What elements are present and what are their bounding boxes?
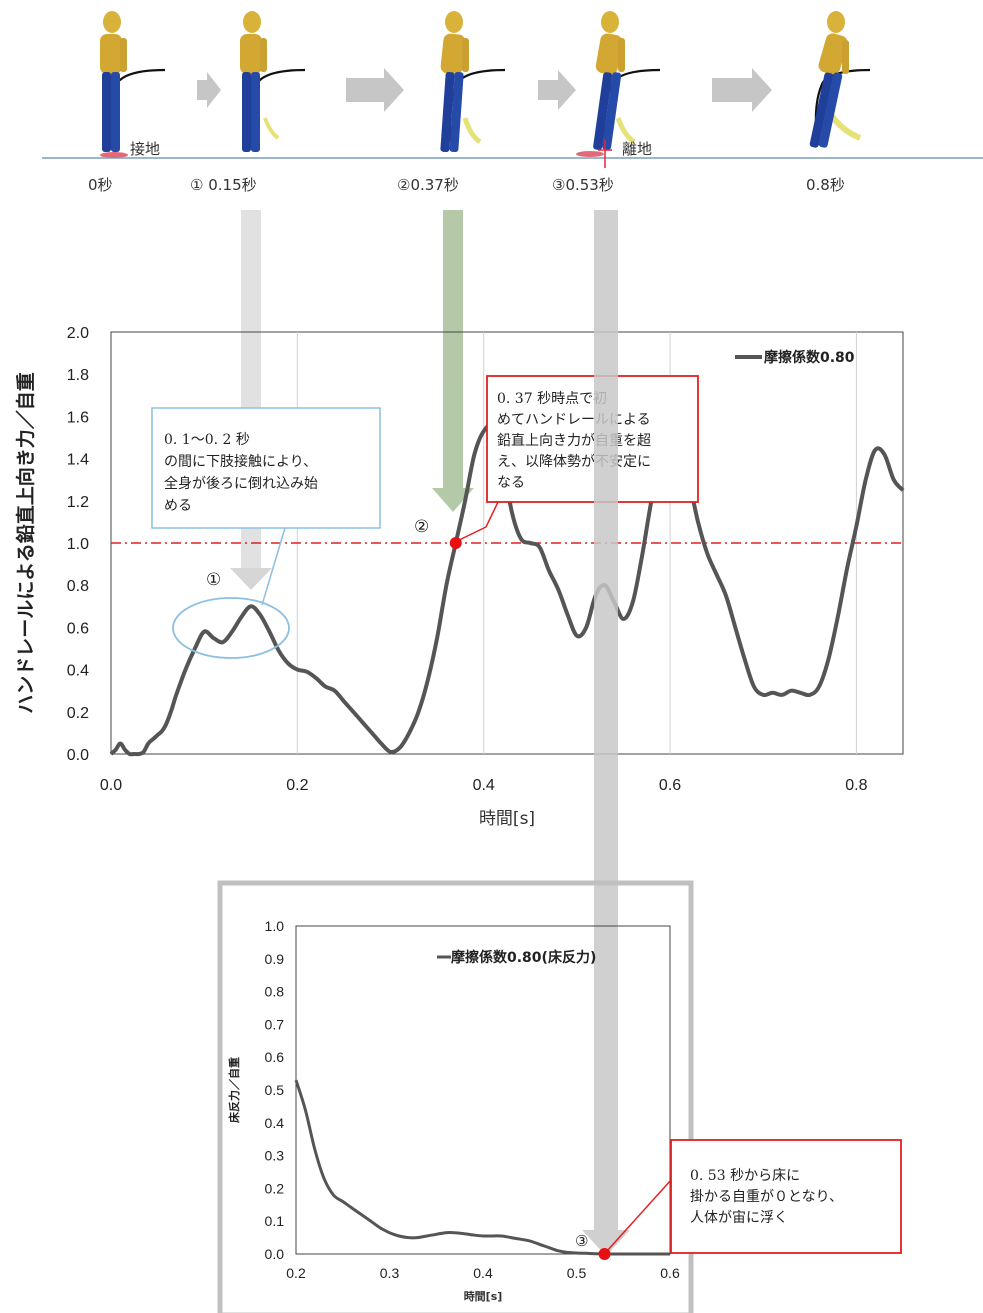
annotation-2: 0. 37 秒時点で初めてハンドレールによる鉛直上向き力が自重を超え、以降体勢が… — [414, 375, 699, 549]
inset-y-tick-label: 0.6 — [265, 1049, 285, 1065]
main-y-ticks: 0.0 0.2 0.4 0.6 0.8 1.0 1.2 1.4 1.6 1.8 2.0 — [67, 325, 89, 764]
posture-figure-053s — [576, 11, 661, 168]
inset-x-tick-label: 0.4 — [473, 1265, 493, 1281]
annotation-1: 0. 1～0. 2 秒の間に下肢接触により、全身が後ろに倒れ込み始める ① — [151, 407, 381, 659]
marker-1-label: ① — [206, 570, 221, 590]
inset-y-tick-label: 0.9 — [265, 951, 285, 967]
inset-y-tick-label: 0.1 — [265, 1213, 285, 1229]
stage-label-1: ① 0.15秒 — [190, 176, 257, 194]
main-legend: 摩擦係数0.80 — [735, 349, 855, 366]
inset-x-tick-label: 0.5 — [567, 1265, 587, 1281]
inset-outer-frame — [217, 880, 694, 1313]
posture-figure-015s — [240, 11, 306, 152]
marker-3-label: ③ — [575, 1232, 588, 1250]
inset-y-axis-label: 床反力／自重 — [227, 1057, 241, 1123]
stage-label-2: ②0.37秒 — [397, 176, 459, 194]
inset-x-ticks: 0.2 0.3 0.4 0.5 0.6 — [286, 1265, 680, 1281]
inset-legend-label: 摩擦係数0.80(床反力) — [451, 949, 596, 966]
main-y-tick-label: 2.0 — [67, 325, 89, 342]
series-line-friction-080 — [109, 423, 905, 757]
arrow-right-icon — [538, 70, 576, 110]
inset-y-ticks: 0.0 0.1 0.2 0.3 0.4 0.5 0.6 0.7 0.8 0.9 1.0 — [265, 918, 285, 1262]
inset-x-axis-label: 時間[s] — [464, 1289, 503, 1303]
main-y-tick-label: 0.4 — [67, 663, 89, 680]
arrow-right-icon — [197, 72, 221, 108]
main-y-tick-label: 1.0 — [67, 536, 89, 553]
posture-figure-037s — [440, 11, 506, 153]
main-y-axis-label: ハンドレールによる鉛直上向き力／自重 — [14, 372, 37, 713]
inset-y-tick-label: 0.5 — [265, 1082, 285, 1098]
series-line-floor-reaction — [294, 1079, 670, 1256]
main-y-tick-label: 1.8 — [67, 367, 89, 384]
inset-y-tick-label: 0.3 — [265, 1148, 285, 1164]
inset-x-tick-label: 0.3 — [380, 1265, 400, 1281]
release-label: 離地 — [622, 140, 652, 158]
main-x-tick-label: 0.6 — [659, 777, 681, 794]
pointer-arrows — [230, 210, 474, 590]
inset-y-tick-label: 0.4 — [265, 1115, 285, 1131]
inset-y-tick-label: 0.8 — [265, 984, 285, 1000]
posture-figure-0s — [100, 11, 166, 158]
marker-2-label: ② — [414, 517, 429, 537]
sequence-arrows — [197, 68, 772, 112]
annotation-2-box — [486, 375, 699, 503]
marker-3-point — [598, 1248, 611, 1260]
inset-plot-frame — [295, 925, 671, 1255]
pointer-arrow-1 — [230, 210, 272, 590]
pointer-arrow-3 — [582, 210, 630, 1256]
main-y-tick-label: 0.2 — [67, 705, 89, 722]
main-legend-label: 摩擦係数0.80 — [764, 349, 855, 366]
main-y-tick-label: 0.0 — [67, 747, 89, 764]
inset-y-tick-label: 0.0 — [265, 1246, 285, 1262]
stage-label-3: ③0.53秒 — [552, 176, 614, 194]
main-x-tick-label: 0.2 — [286, 777, 308, 794]
inset-chart: 0.0 0.1 0.2 0.3 0.4 0.5 0.6 0.7 0.8 0.9 1.0 0.2 0.3… — [217, 880, 902, 1313]
annotation-1-box — [151, 407, 381, 529]
main-x-tick-label: 0.0 — [100, 777, 122, 794]
inset-legend: 摩擦係数0.80(床反力) — [437, 949, 596, 966]
main-y-tick-label: 1.4 — [67, 452, 89, 469]
annotation-3-text: 0. 53 秒から床に掛かる自重が０となり、人体が宙に浮く — [690, 1168, 843, 1226]
main-x-tick-label: 0.4 — [473, 777, 495, 794]
main-x-ticks: 0.0 0.2 0.4 0.6 0.8 — [100, 777, 868, 794]
annotation-1-ellipse — [172, 597, 290, 659]
annotation-1-text: 0. 1～0. 2 秒の間に下肢接触により、全身が後ろに倒れ込み始める — [164, 432, 318, 514]
arrow-right-icon — [712, 68, 772, 112]
inset-x-tick-label: 0.6 — [660, 1265, 680, 1281]
contact-label: 接地 — [130, 140, 160, 158]
inset-x-tick-label: 0.2 — [286, 1265, 306, 1281]
main-x-tick-label: 0.8 — [845, 777, 867, 794]
inset-y-tick-label: 0.7 — [265, 1016, 285, 1032]
annotation-3-box — [670, 1139, 902, 1254]
stage-label-0: 0秒 — [88, 176, 113, 194]
main-y-tick-label: 0.8 — [67, 578, 89, 595]
main-x-axis-label: 時間[s] — [479, 809, 535, 829]
main-y-tick-label: 1.2 — [67, 494, 89, 511]
arrow-right-icon — [346, 68, 404, 112]
inset-y-tick-label: 1.0 — [265, 918, 285, 934]
posture-figure-08s — [809, 11, 871, 148]
stage-label-4: 0.8秒 — [806, 176, 845, 194]
main-chart: 0.0 0.2 0.4 0.6 0.8 1.0 1.2 1.4 1.6 1.8 2.0 0.0 0.2… — [14, 325, 905, 829]
posture-sequence: 接地 離地 0秒 ① 0.15秒 ②0.37秒 ③0.53秒 0.8秒 — [42, 11, 983, 194]
pointer-arrow-2 — [432, 210, 474, 512]
marker-2-point — [449, 537, 462, 549]
main-y-tick-label: 1.6 — [67, 409, 89, 426]
annotation-3: 0. 53 秒から床に掛かる自重が０となり、人体が宙に浮く ③ — [575, 1139, 902, 1260]
main-y-tick-label: 0.6 — [67, 620, 89, 637]
inset-y-tick-label: 0.2 — [265, 1180, 285, 1196]
